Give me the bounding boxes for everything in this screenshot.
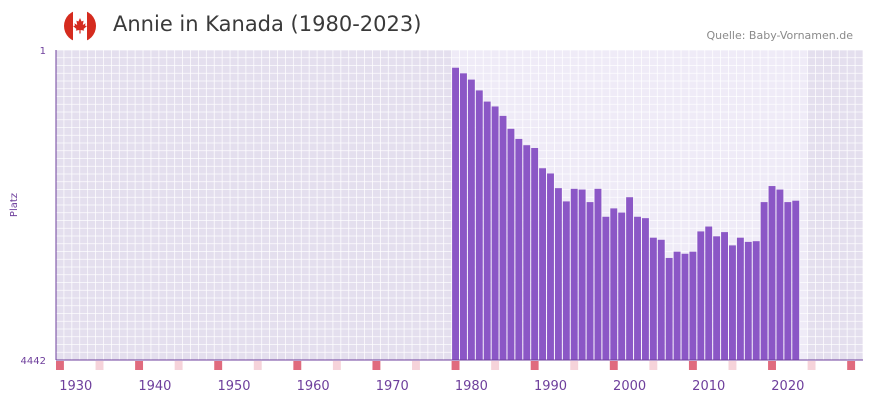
bar-1989 [539,168,547,360]
half-decade-marker [332,361,341,370]
x-tick-1930: 1930 [59,379,92,394]
decade-marker [609,361,618,370]
x-tick-1970: 1970 [376,379,409,394]
bar-1994 [578,189,586,360]
half-decade-marker [807,361,816,370]
bar-2003 [649,237,657,360]
canada-flag-icon [64,10,96,42]
half-decade-marker [491,361,500,370]
bar-1985 [507,128,515,360]
x-tick-2020: 2020 [771,379,804,394]
bar-2009 [697,231,705,360]
bar-2017 [760,202,768,360]
bar-1978 [452,67,459,361]
bar-1995 [586,202,594,360]
half-decade-marker [253,361,262,370]
bar-1993 [570,188,578,360]
bar-2002 [641,218,649,360]
bar-1982 [483,101,491,360]
decade-marker [214,361,223,370]
bar-2012 [721,232,728,360]
bar-1987 [523,145,531,360]
bar-2000 [626,197,634,360]
half-decade-marker [649,361,658,370]
decade-marker [56,361,64,370]
bar-1996 [594,188,602,360]
bar-1980 [467,79,475,361]
y-tick-bottom: 4442 [21,356,46,367]
half-decade-marker [95,361,104,370]
x-tick-2000: 2000 [613,379,646,394]
bar-1990 [547,173,554,360]
decade-marker [768,361,776,370]
x-tick-1960: 1960 [297,379,330,394]
bar-2015 [744,241,752,360]
bar-2016 [752,241,760,360]
decade-marker [530,361,539,370]
bar-2019 [776,189,784,360]
source-note: Quelle: Baby-Vornamen.de [706,29,853,42]
bar-1998 [610,208,618,360]
x-tick-1980: 1980 [455,379,488,394]
bar-1986 [515,138,523,360]
x-tick-1950: 1950 [217,379,250,394]
decade-marker [293,361,302,370]
decade-marker [451,361,460,370]
bar-1991 [554,188,562,360]
bar-1997 [602,216,610,360]
half-decade-marker [728,361,737,370]
half-decade-marker [570,361,579,370]
x-tick-1940: 1940 [138,379,171,394]
bar-2005 [665,257,673,360]
decade-marker [688,361,697,370]
bar-2006 [673,251,681,360]
bar-2018 [768,186,776,360]
bar-2001 [634,216,641,360]
bar-2021 [792,200,800,360]
bar-1992 [562,201,570,360]
bar-1988 [531,148,539,360]
bar-1984 [499,115,507,360]
bar-1983 [491,106,499,360]
bar-2004 [657,239,665,360]
x-tick-1990: 1990 [534,379,567,394]
decade-marker [135,361,144,370]
bar-2007 [681,253,689,360]
bar-1981 [475,90,483,361]
bar-2020 [784,202,792,360]
bar-1979 [460,73,467,360]
bar-1999 [618,212,626,360]
half-decade-marker [412,361,420,370]
y-tick-top: 1 [40,46,46,57]
bar-2013 [729,245,736,360]
bar-2011 [713,236,721,360]
bar-2014 [736,237,744,360]
decade-marker [847,361,856,370]
half-decade-marker [174,361,183,370]
page-title: Annie in Kanada (1980-2023) [113,12,422,36]
bar-2010 [705,226,713,360]
decade-marker [372,361,381,370]
x-tick-2010: 2010 [692,379,725,394]
bar-2008 [689,251,697,360]
y-axis-label: Platz [9,193,20,217]
